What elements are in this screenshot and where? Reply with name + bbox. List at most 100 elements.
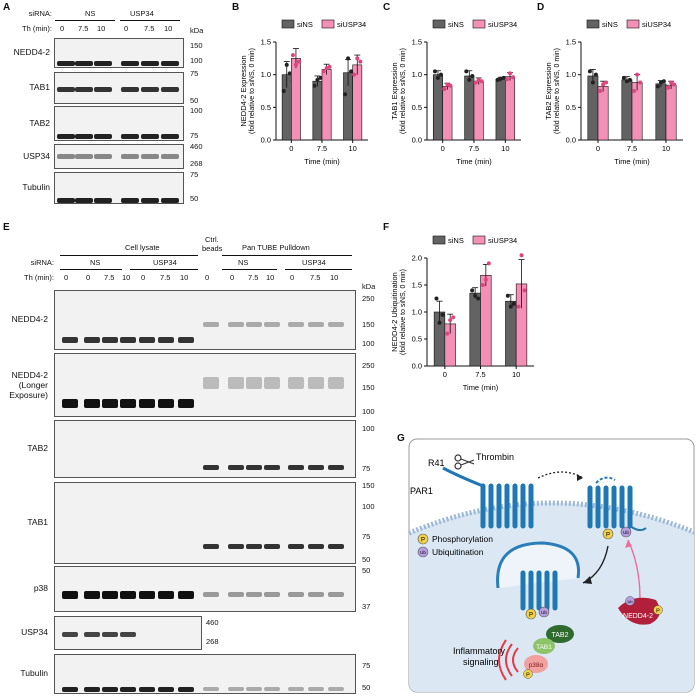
blot-label: TAB2 <box>29 117 50 128</box>
x-axis-label: Time (min) <box>304 157 340 166</box>
bar <box>495 78 506 141</box>
blot-band <box>120 337 136 344</box>
blot-band <box>158 337 174 344</box>
blot-band <box>228 376 244 389</box>
y-tick-label: 2.0 <box>412 254 422 263</box>
blot-label: Tubulin <box>22 182 50 192</box>
kda-marker: 75 <box>190 170 199 180</box>
blot-band <box>57 60 75 66</box>
data-point <box>352 72 357 77</box>
x-tick-label: 0 <box>441 144 445 153</box>
y-axis-label: NEDD4-2 Ubiquitination <box>390 272 399 352</box>
tab1-label: TAB1 <box>536 644 552 651</box>
blot-band <box>161 60 179 66</box>
data-point <box>655 84 660 89</box>
data-point <box>346 56 351 61</box>
kda-marker: 100 <box>190 55 203 65</box>
data-point <box>470 73 475 78</box>
blot-band <box>178 399 194 409</box>
endo-ub-icon <box>538 606 550 618</box>
y-axis-label-2: (fold relative to siNS, 0 min) <box>554 48 561 134</box>
data-point <box>505 77 510 82</box>
bar <box>312 80 323 141</box>
tab2-label: TAB2 <box>552 632 569 639</box>
blot-band <box>57 153 75 159</box>
signaling-label: signaling <box>463 657 499 667</box>
blot-band <box>158 399 174 409</box>
blot-label: TAB1 <box>29 82 50 92</box>
kda-marker: 50 <box>362 554 371 564</box>
blot-band <box>228 544 244 550</box>
blot-band <box>62 590 78 599</box>
y-tick-label: 1.0 <box>261 70 271 79</box>
x-tick-label: 10 <box>512 370 520 379</box>
x-tick-label: 10 <box>662 144 670 153</box>
panel-e-group-usp34-2: USP34 <box>302 258 326 267</box>
blot-band <box>264 592 280 598</box>
kda-marker: 150 <box>362 383 375 393</box>
kda-marker: 75 <box>190 130 199 140</box>
blot-band <box>161 197 179 203</box>
blot-band <box>288 321 304 327</box>
data-point <box>287 71 292 76</box>
data-point <box>343 92 348 97</box>
panel-e-time-label: 0 <box>141 273 146 282</box>
x-tick-label: 0 <box>596 144 600 153</box>
blot-image <box>54 420 356 478</box>
blot-image <box>54 290 356 350</box>
bar <box>291 58 301 141</box>
data-point <box>445 331 450 336</box>
phospho-p-label: P <box>606 533 610 539</box>
kda-marker: 460 <box>190 141 203 151</box>
y-tick-label: 1.0 <box>412 308 422 317</box>
blot-image <box>54 482 356 564</box>
blot-band <box>141 60 159 66</box>
p38-protein <box>524 655 548 673</box>
bar <box>480 274 492 367</box>
data-point <box>432 69 437 74</box>
legend-swatch <box>586 19 600 29</box>
blot-band <box>246 464 262 470</box>
legend-label: siNS <box>448 20 464 29</box>
panel-e-time-label: 7.5 <box>160 273 171 282</box>
blot-band <box>139 686 155 692</box>
data-point <box>486 261 491 266</box>
panel-e-ns-bar-1 <box>60 269 122 270</box>
data-point <box>480 283 485 287</box>
panel-e-ns-bar-2 <box>222 269 277 270</box>
p38-label: p38α <box>529 662 544 669</box>
blot-band <box>84 337 100 344</box>
panel-e-time-label: 7.5 <box>104 273 115 282</box>
blot-band <box>228 687 244 691</box>
blot-band <box>62 399 78 409</box>
blot-label-2: (Longer <box>18 380 48 390</box>
blot-band <box>246 592 262 598</box>
data-point <box>522 288 527 293</box>
panel-e-time-label: 0 <box>205 273 210 282</box>
kda-marker: 50 <box>362 565 371 575</box>
data-point <box>498 76 503 81</box>
blot-band <box>178 590 194 599</box>
blot-band <box>94 60 112 66</box>
blot-image <box>54 654 356 694</box>
data-point <box>661 79 666 84</box>
blot-band <box>141 153 159 159</box>
chart-b: siNS siUSP34 0.0 0.5 1.0 1.5 NEDD4-2 Expressio… <box>239 19 368 166</box>
kda-marker: 75 <box>362 531 371 541</box>
blot-band <box>246 544 262 550</box>
blot-band <box>94 86 112 92</box>
blot-band <box>57 134 75 140</box>
data-point <box>508 304 513 309</box>
legend-swatch <box>626 19 640 29</box>
data-point <box>327 64 332 69</box>
blot-band <box>141 86 159 92</box>
x-tick-label: 7.5 <box>475 370 485 379</box>
blot-band <box>288 464 304 470</box>
panel-a-time-label: 7.5 <box>144 24 155 33</box>
panel-e-time-label: 7.5 <box>310 273 321 282</box>
blot-label: NEDD4-2 <box>11 370 48 380</box>
panel-a-time-label: 7.5 <box>78 24 89 33</box>
blot-band <box>75 60 93 66</box>
blot-band <box>308 592 324 598</box>
blot-band <box>308 321 324 327</box>
